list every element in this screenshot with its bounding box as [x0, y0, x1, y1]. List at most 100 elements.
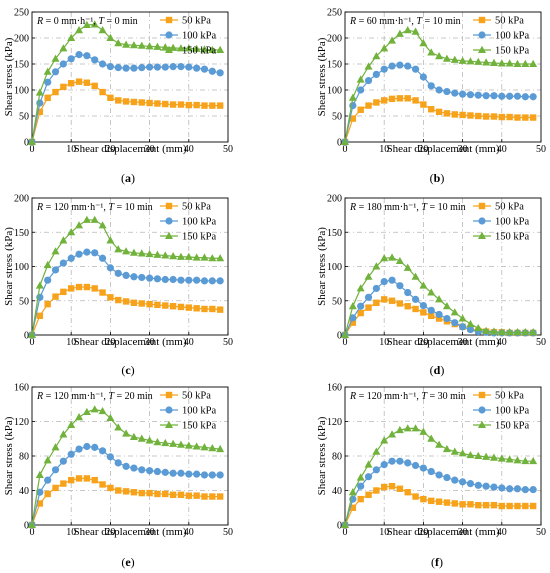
data-point [98, 254, 107, 262]
data-point [489, 327, 498, 335]
data-point [44, 476, 52, 484]
data-point [138, 300, 145, 307]
legend-label: 50 kPa [182, 202, 211, 213]
caption-paren: ) [440, 171, 444, 185]
data-point [185, 492, 192, 499]
data-point [44, 78, 52, 86]
data-point [176, 440, 185, 448]
data-point [403, 263, 412, 271]
data-point [122, 40, 131, 48]
legend-label: 150 kPa [182, 232, 216, 243]
data-point [498, 484, 506, 492]
data-point [209, 305, 216, 313]
data-point [489, 453, 498, 461]
data-point [428, 497, 435, 505]
data-point [98, 447, 107, 455]
y-tick-label: 40 [332, 486, 342, 497]
y-tick-label: 200 [14, 194, 29, 205]
data-point [529, 328, 538, 336]
data-point [161, 43, 170, 51]
data-point [106, 413, 115, 422]
data-point [201, 102, 208, 109]
data-point [341, 137, 349, 145]
data-point [396, 485, 404, 492]
data-point [75, 445, 83, 453]
data-point [138, 273, 146, 282]
panel-caption: (e) [121, 555, 134, 569]
data-point [420, 101, 427, 108]
data-point [98, 26, 107, 34]
data-point [443, 499, 451, 506]
x-tick-label: 50 [223, 337, 233, 348]
data-point [458, 56, 467, 64]
data-point [145, 249, 154, 258]
data-point [43, 260, 52, 269]
data-point [200, 65, 209, 73]
data-point [201, 493, 208, 500]
data-point [99, 88, 106, 96]
data-point [44, 94, 51, 101]
data-point [28, 330, 36, 338]
data-point [403, 26, 412, 34]
legend-marker [165, 231, 173, 239]
data-point [177, 63, 185, 71]
legend: 50 kPa 100 kPa 150 kPa [160, 391, 216, 432]
data-point [474, 323, 483, 332]
data-point [107, 484, 114, 492]
data-point [443, 314, 451, 323]
data-point [514, 114, 521, 121]
data-point [364, 272, 373, 280]
data-point [115, 487, 122, 494]
caption-paren: ( [430, 363, 434, 377]
data-point [82, 407, 91, 416]
data-point [115, 296, 122, 304]
data-point [396, 282, 404, 290]
data-point [490, 501, 498, 509]
x-tick-label: 0 [343, 144, 348, 155]
x-tick-label: 50 [536, 144, 546, 155]
data-point [130, 98, 138, 106]
data-point [404, 489, 411, 496]
data-point [177, 276, 185, 284]
x-tick-label: 10 [379, 337, 389, 348]
x-tick-label: 10 [66, 527, 76, 538]
data-point [51, 247, 60, 255]
data-point [451, 476, 459, 484]
data-point [154, 490, 161, 498]
data-point [130, 489, 138, 496]
legend-label: 100 kPa [495, 406, 529, 417]
data-point [356, 473, 365, 481]
data-point [106, 33, 115, 41]
data-point [388, 482, 396, 490]
data-point [380, 65, 388, 73]
data-point [498, 113, 505, 121]
data-point [458, 314, 467, 322]
data-point [193, 64, 201, 72]
data-point [521, 486, 529, 494]
data-point [153, 250, 162, 258]
data-point [106, 63, 114, 71]
data-point [404, 303, 411, 310]
data-point [91, 476, 98, 484]
data-point [482, 501, 490, 509]
data-point [43, 456, 52, 464]
data-point [75, 283, 83, 291]
annotation-symbol-r: R [36, 202, 43, 213]
y-tick-label: 200 [327, 194, 342, 205]
data-point [364, 293, 373, 301]
x-tick-label: 50 [223, 527, 233, 538]
y-axis-title: Shear stress (kPa) [3, 37, 15, 116]
data-point [130, 273, 138, 281]
data-point [185, 63, 193, 71]
annotation-duration: = 10 min [114, 202, 153, 213]
x-tick-label: 20 [105, 337, 115, 348]
data-point [474, 91, 482, 99]
series-50-kpa [28, 475, 224, 529]
data-point [75, 221, 84, 229]
annotation-rainfall: = 180 mm·h⁻¹, [356, 202, 421, 213]
data-point [122, 462, 130, 470]
caption-letter: b [434, 171, 441, 185]
data-point [411, 272, 420, 280]
data-point [396, 300, 404, 307]
x-tick-label: 30 [458, 527, 468, 538]
